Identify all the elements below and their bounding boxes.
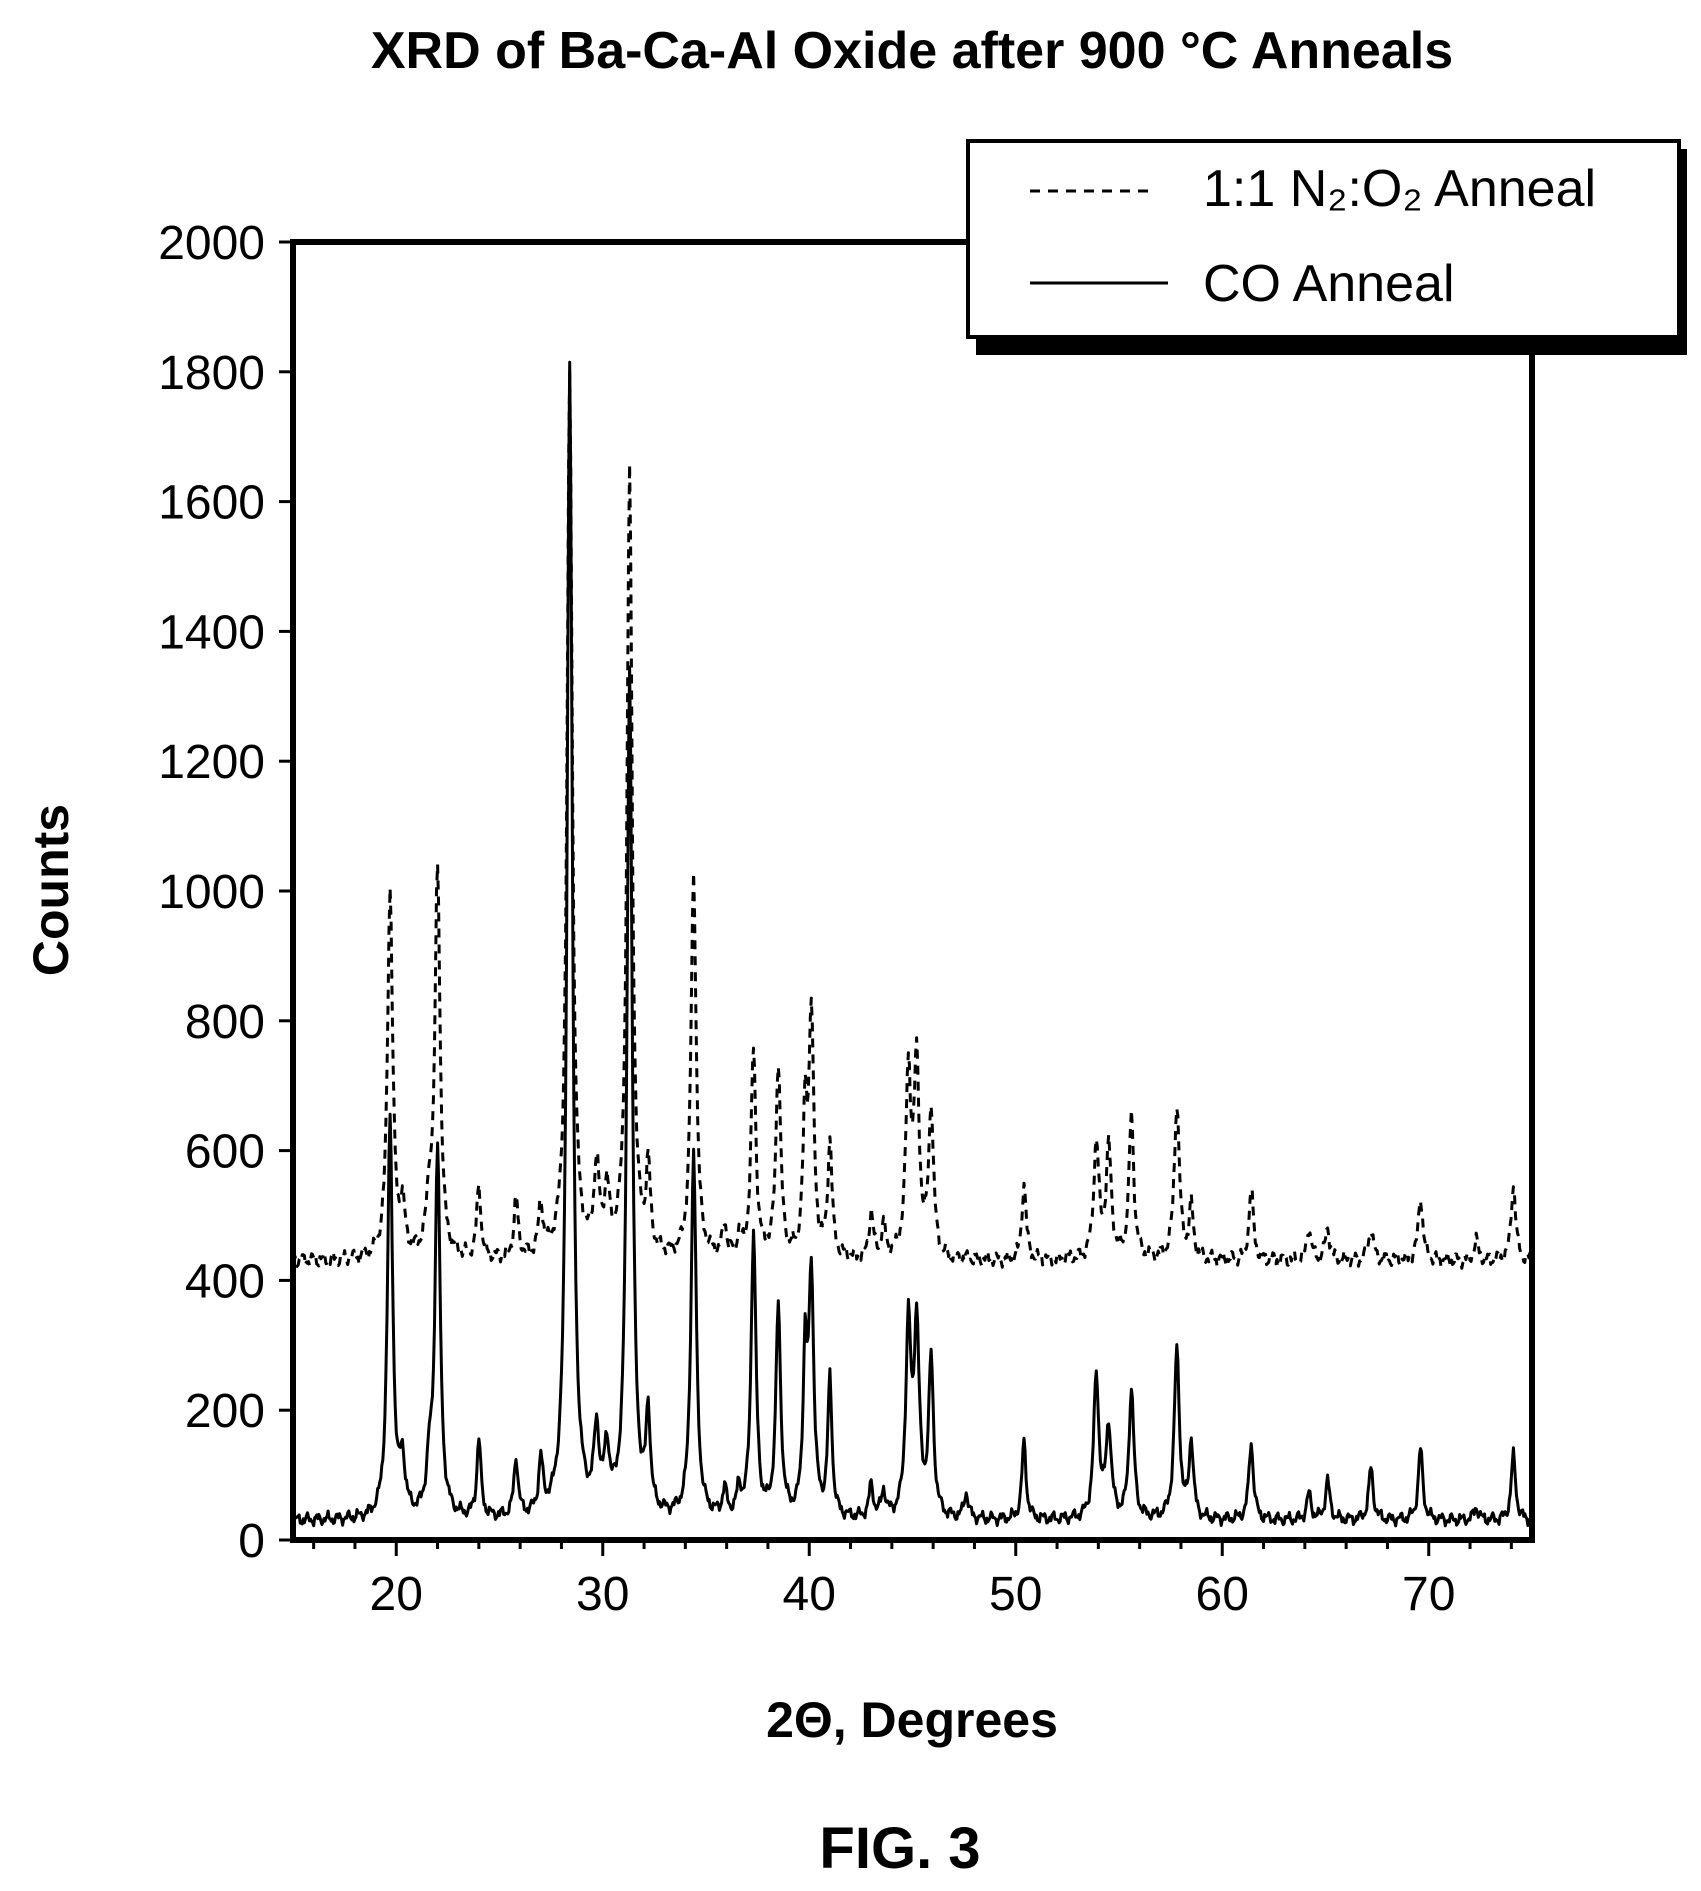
x-axis: 20 30 40 50 60 70 [312,1540,1513,1621]
legend-label-co: CO Anneal [1203,255,1455,313]
x-tick-label: 50 [989,1568,1042,1621]
y-tick-label: 1200 [158,736,265,789]
y-tick-label: 600 [185,1126,265,1179]
x-axis-title: 2Θ, Degrees [766,1692,1058,1748]
y-tick-label: 1800 [158,347,265,400]
series-line-co-anneal [291,360,1534,1528]
y-tick-label: 800 [185,996,265,1049]
y-tick-label: 1000 [158,866,265,919]
legend-box [966,139,1681,339]
x-tick-label: 70 [1402,1568,1455,1621]
y-tick-label: 2000 [158,217,265,270]
plot-frame [290,239,1535,1543]
series-line-n2o2-anneal [291,370,1534,1270]
chart-title: XRD of Ba-Ca-Al Oxide after 900 °C Annea… [371,22,1453,80]
legend: 1:1 N₂:O₂ Anneal CO Anneal [966,139,1687,355]
y-tick-label: 200 [185,1385,265,1438]
x-tick-label: 60 [1196,1568,1249,1621]
y-tick-label: 1600 [158,477,265,530]
series-layer [291,360,1534,1528]
legend-label-n2o2: 1:1 N₂:O₂ Anneal [1203,160,1596,218]
figure-label: FIG. 3 [819,1816,980,1881]
y-tick-label: 400 [185,1255,265,1308]
x-tick-label: 30 [576,1568,629,1621]
y-tick-label: 1400 [158,606,265,659]
y-tick-label: 0 [238,1515,265,1568]
y-axis: 0 200 400 600 800 1000 1200 1400 1600 1800 2000 [158,217,293,1568]
x-tick-label: 40 [783,1568,836,1621]
x-tick-label: 20 [370,1568,423,1621]
y-axis-title: Counts [23,804,79,976]
